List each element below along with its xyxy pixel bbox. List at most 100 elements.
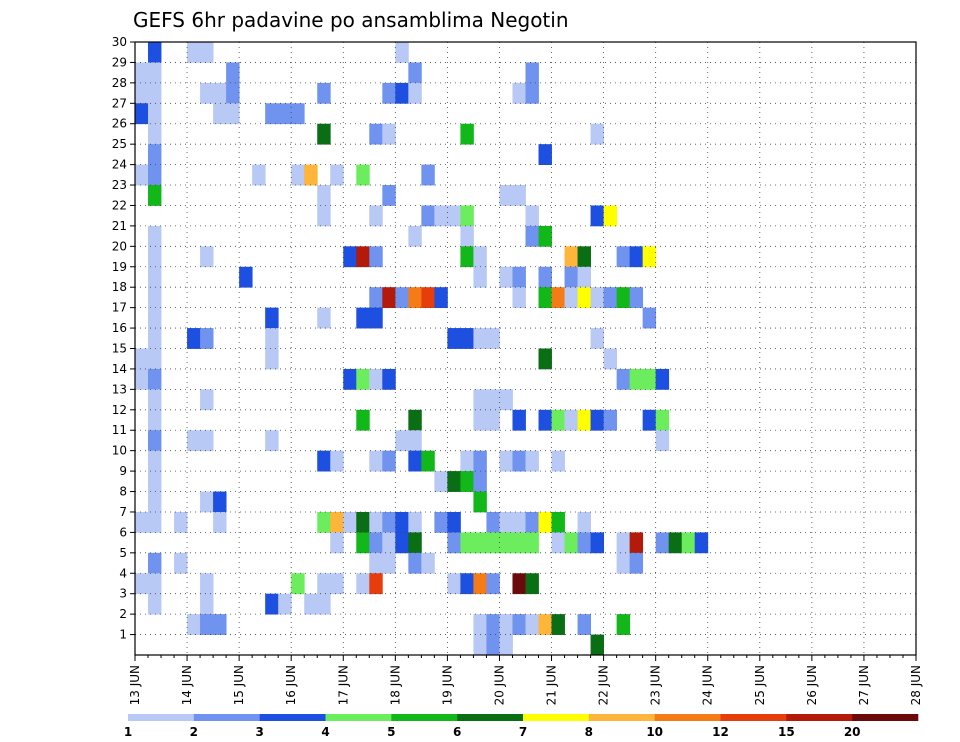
heatmap-cell [512,185,526,206]
heatmap-cell [356,511,370,533]
heatmap-cell [317,593,331,615]
heatmap-cell [395,532,409,554]
heatmap-cell [356,368,370,390]
y-tick-label: 6 [119,525,127,539]
heatmap-cell [265,430,279,452]
heatmap-cell [434,511,448,533]
legend-label: 5 [387,725,395,739]
y-tick-label: 18 [112,280,127,294]
heatmap-cell [473,573,487,595]
legend-label: 8 [585,725,593,739]
heatmap-cell [421,552,435,574]
heatmap-cell [265,593,279,615]
heatmap-cell [551,532,565,554]
legend-swatch [391,714,458,721]
heatmap-cell [538,614,552,635]
heatmap-cell [551,287,565,309]
x-tick-label: 24 JUN [701,665,715,705]
heatmap-cell [369,573,383,595]
legend-swatch [720,714,787,721]
heatmap-cell [590,328,604,349]
heatmap-cell [681,532,696,554]
heatmap-cell [148,266,162,288]
heatmap-cell [382,185,396,206]
heatmap-cell [291,573,305,595]
heatmap-cell [551,409,565,431]
legend-label: 4 [321,725,329,739]
heatmap-cell [148,62,162,84]
heatmap-cell [148,593,162,615]
heatmap-cell [473,450,487,472]
heatmap-cell [421,164,435,186]
heatmap-cell [447,511,461,533]
heatmap-cell [330,532,344,554]
heatmap-cell [369,205,383,227]
heatmap-cell [317,450,331,472]
heatmap-cell [369,450,383,472]
heatmap-cell [538,287,552,309]
y-tick-label: 17 [112,301,127,315]
heatmap-cell [499,634,513,656]
heatmap-cell [356,246,370,268]
heatmap-cell [564,266,578,288]
heatmap-cell [525,532,539,554]
x-tick-label: 17 JUN [336,665,350,705]
heatmap-cell [343,511,357,533]
heatmap-cell [382,82,396,104]
heatmap-cell [486,573,500,595]
heatmap-cell [135,164,149,186]
y-tick-label: 1 [119,628,127,642]
heatmap-cell [408,82,422,104]
y-tick-label: 28 [112,76,127,90]
heatmap-cell [512,409,526,431]
heatmap-cell [395,511,409,533]
y-tick-label: 20 [112,239,127,253]
heatmap-cell [174,511,188,533]
heatmap-cell [382,123,396,145]
legend-label: 1 [124,725,132,739]
heatmap-cell [330,573,344,595]
heatmap-cell [356,307,370,329]
heatmap-cell [317,511,331,533]
legend-label: 2 [190,725,198,739]
heatmap-cell [577,614,591,635]
heatmap-cell [317,123,331,145]
heatmap-cell [382,532,396,554]
heatmap-cell [538,266,552,288]
heatmap-cell [590,532,604,554]
y-tick-label: 2 [119,607,127,621]
heatmap-cell [291,164,305,186]
heatmap-cell [213,511,227,533]
x-tick-label: 19 JUN [440,665,454,705]
heatmap-cell [499,614,513,635]
legend-swatch [457,714,524,721]
heatmap-cell [213,103,227,125]
heatmap-cell [148,389,162,411]
heatmap-cell [200,82,214,104]
heatmap-cell [486,634,500,656]
y-axis-ticks: 1234567891011121314151617181920212223242… [112,35,135,642]
heatmap-cell [317,205,331,227]
heatmap-cell [304,164,318,186]
heatmap-cell [395,42,409,63]
heatmap-cell [408,409,422,431]
heatmap-cell [473,409,487,431]
heatmap-cell [226,82,240,104]
plot-cells [135,42,709,656]
heatmap-cell [460,471,474,492]
heatmap-cell [577,246,591,268]
heatmap-cell [564,409,578,431]
heatmap-cell [629,246,644,268]
heatmap-cell [616,368,631,390]
legend-swatch [259,714,326,721]
legend-label: 7 [519,725,527,739]
heatmap-cell [421,205,435,227]
legend-label: 10 [646,725,663,739]
heatmap-cell [434,287,448,309]
heatmap-cell [616,552,631,574]
legend-swatch [852,714,919,721]
x-tick-label: 23 JUN [649,665,663,705]
legend-label: 12 [712,725,729,739]
y-tick-label: 16 [112,321,127,335]
heatmap-cell [330,450,344,472]
